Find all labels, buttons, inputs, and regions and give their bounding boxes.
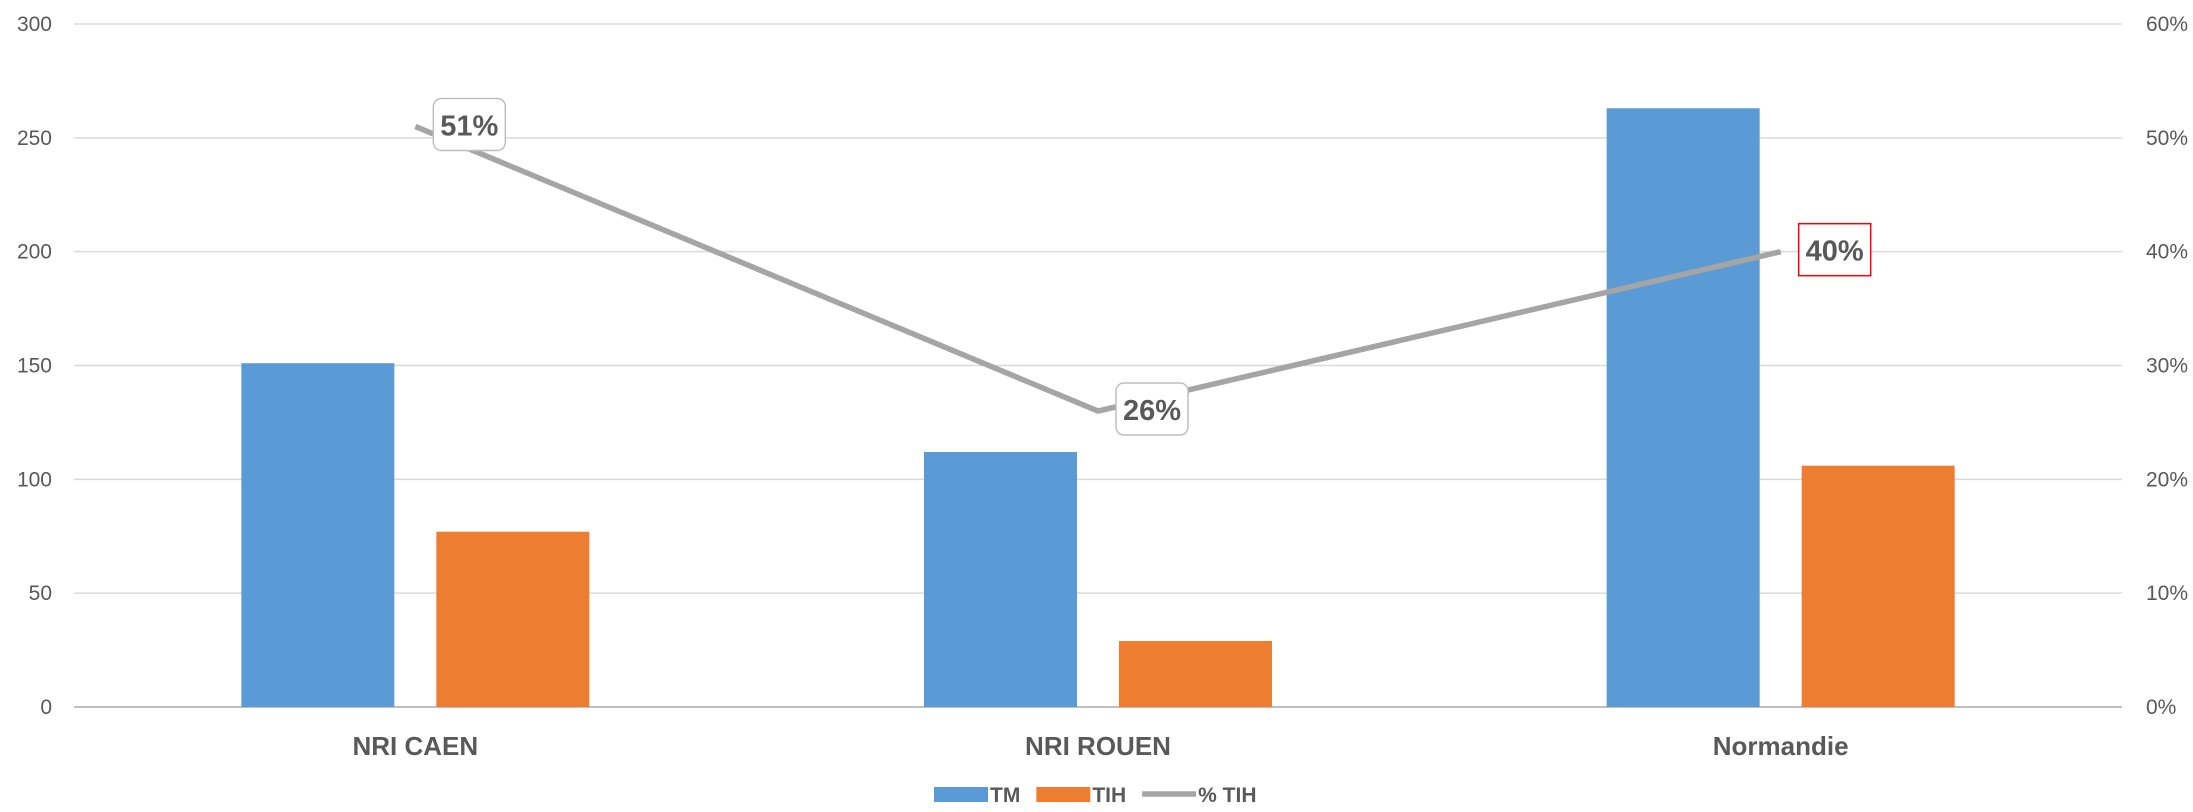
right-tick-label: 60% [2146, 13, 2188, 36]
legend-label: TM [990, 784, 1020, 807]
data-label: 40% [1806, 236, 1864, 268]
data-labels: 51% 26% 40% [432, 97, 1872, 436]
left-tick-label: 0 [40, 696, 52, 719]
left-tick-label: 200 [17, 241, 52, 264]
line-series [414, 123, 1782, 414]
data-label: 26% [1123, 395, 1181, 427]
right-tick-label: 20% [2146, 468, 2188, 491]
right-tick-label: 0% [2146, 696, 2176, 719]
category-label: NRI CAEN [352, 731, 478, 761]
data-label-box [1797, 222, 1872, 277]
bar-tih [1801, 465, 1955, 707]
legend-label: TIH [1092, 784, 1126, 807]
bar-tm [241, 363, 395, 707]
right-tick-label: 10% [2146, 582, 2188, 605]
line-pct-tih [414, 123, 1782, 414]
category-label: Normandie [1713, 731, 1849, 761]
data-label-box [1115, 382, 1189, 436]
legend-label: % TIH [1198, 784, 1256, 807]
left-tick-label: 150 [17, 355, 52, 378]
left-tick-label: 300 [17, 13, 52, 36]
bar-series [241, 108, 1955, 707]
left-tick-label: 50 [29, 582, 52, 605]
category-label: NRI ROUEN [1025, 731, 1171, 761]
right-tick-label: 40% [2146, 241, 2188, 264]
left-tick-label: 250 [17, 127, 52, 150]
category-axis: NRI CAEN NRI ROUEN Normandie [352, 731, 1848, 761]
left-tick-label: 100 [17, 468, 52, 491]
data-label-box [432, 97, 507, 152]
bar-tm [1606, 108, 1760, 707]
right-tick-label: 50% [2146, 127, 2188, 150]
left-axis: 0 50 100 150 200 250 300 [17, 13, 52, 719]
bar-tm [924, 452, 1077, 707]
bar-tih [1119, 640, 1272, 707]
legend: TM TIH % TIH [934, 784, 1257, 807]
legend-swatch [934, 787, 988, 802]
gridlines [74, 23, 2122, 708]
bar-tih [436, 531, 590, 707]
right-tick-label: 30% [2146, 355, 2188, 378]
data-label: 51% [440, 110, 498, 142]
right-axis: 0% 10% 20% 30% 40% 50% 60% [2146, 13, 2188, 719]
legend-swatch [1036, 787, 1091, 802]
